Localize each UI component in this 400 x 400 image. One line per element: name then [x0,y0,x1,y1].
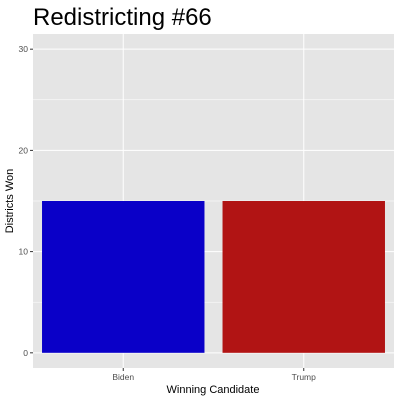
x-tick-label-trump: Trump [292,372,317,382]
bar-trump [222,201,385,353]
y-tick-label: 30 [19,44,29,54]
y-axis-ticks: 0 10 20 30 [19,44,33,358]
y-axis-title: Districts Won [4,169,16,234]
x-axis-ticks: Biden Trump [112,368,316,382]
bars [42,201,385,353]
y-tick-label: 20 [19,145,29,155]
y-tick-label: 10 [19,247,29,257]
x-tick-label-biden: Biden [112,372,134,382]
bar-biden [42,201,205,353]
y-tick-label: 0 [23,348,28,358]
x-axis-title: Winning Candidate [167,384,260,396]
chart-title: Redistricting #66 [33,4,212,31]
